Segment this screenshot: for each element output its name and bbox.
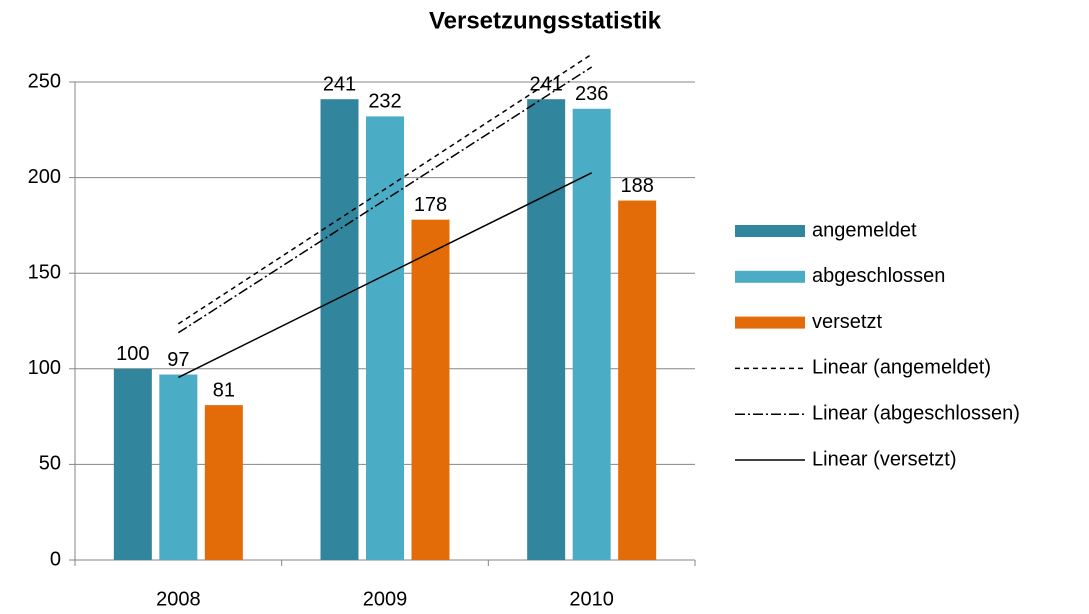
x-tick-label: 2008 (156, 588, 201, 610)
bar (204, 405, 243, 560)
legend-label: abgeschlossen (812, 265, 945, 287)
data-label: 178 (414, 194, 447, 216)
legend-label: Linear (angemeldet) (812, 357, 991, 379)
y-tick-label: 200 (28, 166, 61, 188)
y-tick-label: 0 (50, 548, 61, 570)
data-label: 81 (213, 379, 235, 401)
y-tick-label: 250 (28, 70, 61, 92)
x-tick-label: 2010 (569, 588, 614, 610)
trendline (178, 172, 592, 379)
legend-label: Linear (abgeschlossen) (812, 402, 1020, 424)
legend-swatch (735, 225, 805, 237)
bar (527, 99, 566, 560)
y-tick-label: 150 (28, 261, 61, 283)
legend-label: Linear (versetzt) (812, 448, 957, 470)
data-label: 188 (620, 175, 653, 197)
bar (320, 99, 359, 560)
data-label: 236 (575, 83, 608, 105)
legend-label: versetzt (812, 311, 882, 333)
trendline (177, 53, 593, 325)
legend-label: angemeldet (812, 219, 917, 241)
data-label: 97 (167, 349, 189, 371)
bar (366, 116, 404, 560)
legend-swatch (735, 270, 805, 283)
bar (618, 200, 657, 560)
bar (572, 108, 611, 560)
bar (113, 368, 152, 560)
chart-title: Versetzungsstatistik (429, 7, 662, 34)
data-label: 100 (116, 343, 149, 365)
data-label: 241 (323, 73, 356, 95)
bar (159, 374, 198, 560)
data-label: 241 (529, 73, 562, 95)
data-label: 232 (368, 91, 401, 113)
bar (411, 219, 450, 560)
y-tick-label: 50 (39, 453, 61, 475)
legend-swatch (735, 316, 805, 329)
x-tick-label: 2009 (363, 588, 408, 610)
trendline (177, 66, 593, 334)
y-tick-label: 100 (28, 357, 61, 379)
